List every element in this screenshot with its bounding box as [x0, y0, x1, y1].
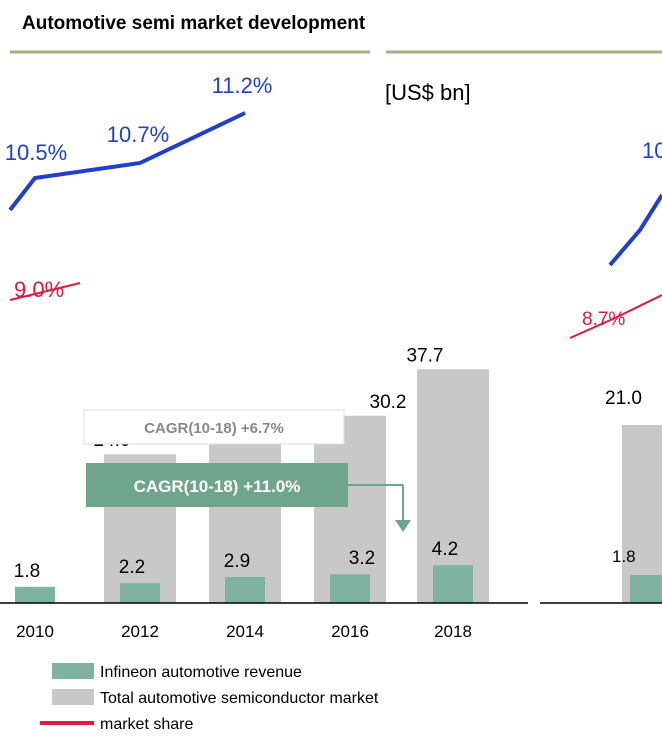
right-bar-label: 1.8: [612, 547, 636, 566]
legend-swatch-1: [52, 689, 94, 705]
share-line-red-segment: [9, 282, 81, 301]
cagr-total-box: [83, 409, 345, 445]
infineon-bar-2010: [15, 586, 55, 603]
share-label-2012: 10.5%: [5, 140, 67, 165]
share-label-2014: 10.7%: [107, 122, 169, 147]
right-share-label: 8.7%: [582, 309, 625, 330]
market-share-labels: 9.0% 10.5% 10.7% 11.2%: [5, 73, 273, 302]
total-bar-2016: [314, 415, 386, 603]
right-share-line: [569, 294, 662, 339]
legend-label-2: market share: [100, 716, 193, 733]
legend-swatch-0: [52, 663, 94, 679]
infineon-bar-2018: [433, 565, 473, 603]
share-label-2010: 9.0%: [14, 277, 64, 302]
bar-label-2018: 4.2: [432, 539, 458, 560]
cagr-infineon-text: CAGR(10-18) +11.0%: [134, 477, 301, 496]
infineon-bar-2014: [225, 576, 265, 603]
x-tick-2014: 2014: [226, 622, 264, 641]
right-total-label: 21.0: [605, 388, 642, 409]
cagr-total-annotation: CAGR(10-18) +6.7%: [83, 409, 345, 445]
bar-label-2014: 2.9: [224, 551, 250, 572]
unit-label: [US$ bn]: [385, 80, 471, 105]
x-tick-2018: 2018: [434, 622, 472, 641]
legend: Infineon automotive revenue Total automot…: [40, 663, 379, 733]
cagr-infineon-box: [86, 463, 348, 507]
bar-label-2010: 1.8: [14, 561, 40, 582]
x-axis-tick-labels: 2010 2012 2014 2016 2018: [16, 622, 472, 641]
legend-label-0: Infineon automotive revenue: [100, 664, 302, 681]
legend-label-1: Total automotive semiconductor market: [100, 690, 379, 707]
right-share-top-label: 10: [642, 138, 662, 163]
share-label-2016: 11.2%: [212, 73, 273, 98]
share-line-blue: [8, 111, 246, 212]
total-bar-2014: [209, 432, 281, 603]
x-tick-2010: 2010: [16, 622, 54, 641]
chart-title: Automotive semi market development: [22, 13, 366, 34]
total-label-2018: 37.7: [407, 345, 444, 366]
bar-label-2012: 2.2: [119, 557, 145, 578]
infineon-revenue-bars: [15, 565, 473, 603]
bar-value-labels: 1.8 2.2 2.9 3.2 4.2: [14, 539, 458, 582]
x-tick-2012: 2012: [121, 622, 159, 641]
right-partial-chart: 8.7% 10 21.0 1.8: [540, 138, 662, 604]
bar-label-2016: 3.2: [349, 548, 375, 569]
total-bar-2018: [417, 369, 489, 603]
right-blue-line: [608, 193, 662, 267]
market-share-line: [8, 111, 246, 301]
cagr-infineon-annotation: CAGR(10-18) +11.0%: [86, 463, 411, 532]
total-market-bars: [104, 369, 489, 603]
total-label-2016: 30.2: [370, 392, 407, 413]
right-infineon-bar: [630, 575, 662, 603]
infineon-bar-2012: [120, 583, 160, 603]
infineon-bar-2016: [330, 574, 370, 603]
right-total-bar: [622, 425, 662, 603]
cagr-arrow-head: [395, 520, 411, 532]
x-tick-2016: 2016: [331, 622, 369, 641]
cagr-total-text: CAGR(10-18) +6.7%: [144, 420, 284, 437]
